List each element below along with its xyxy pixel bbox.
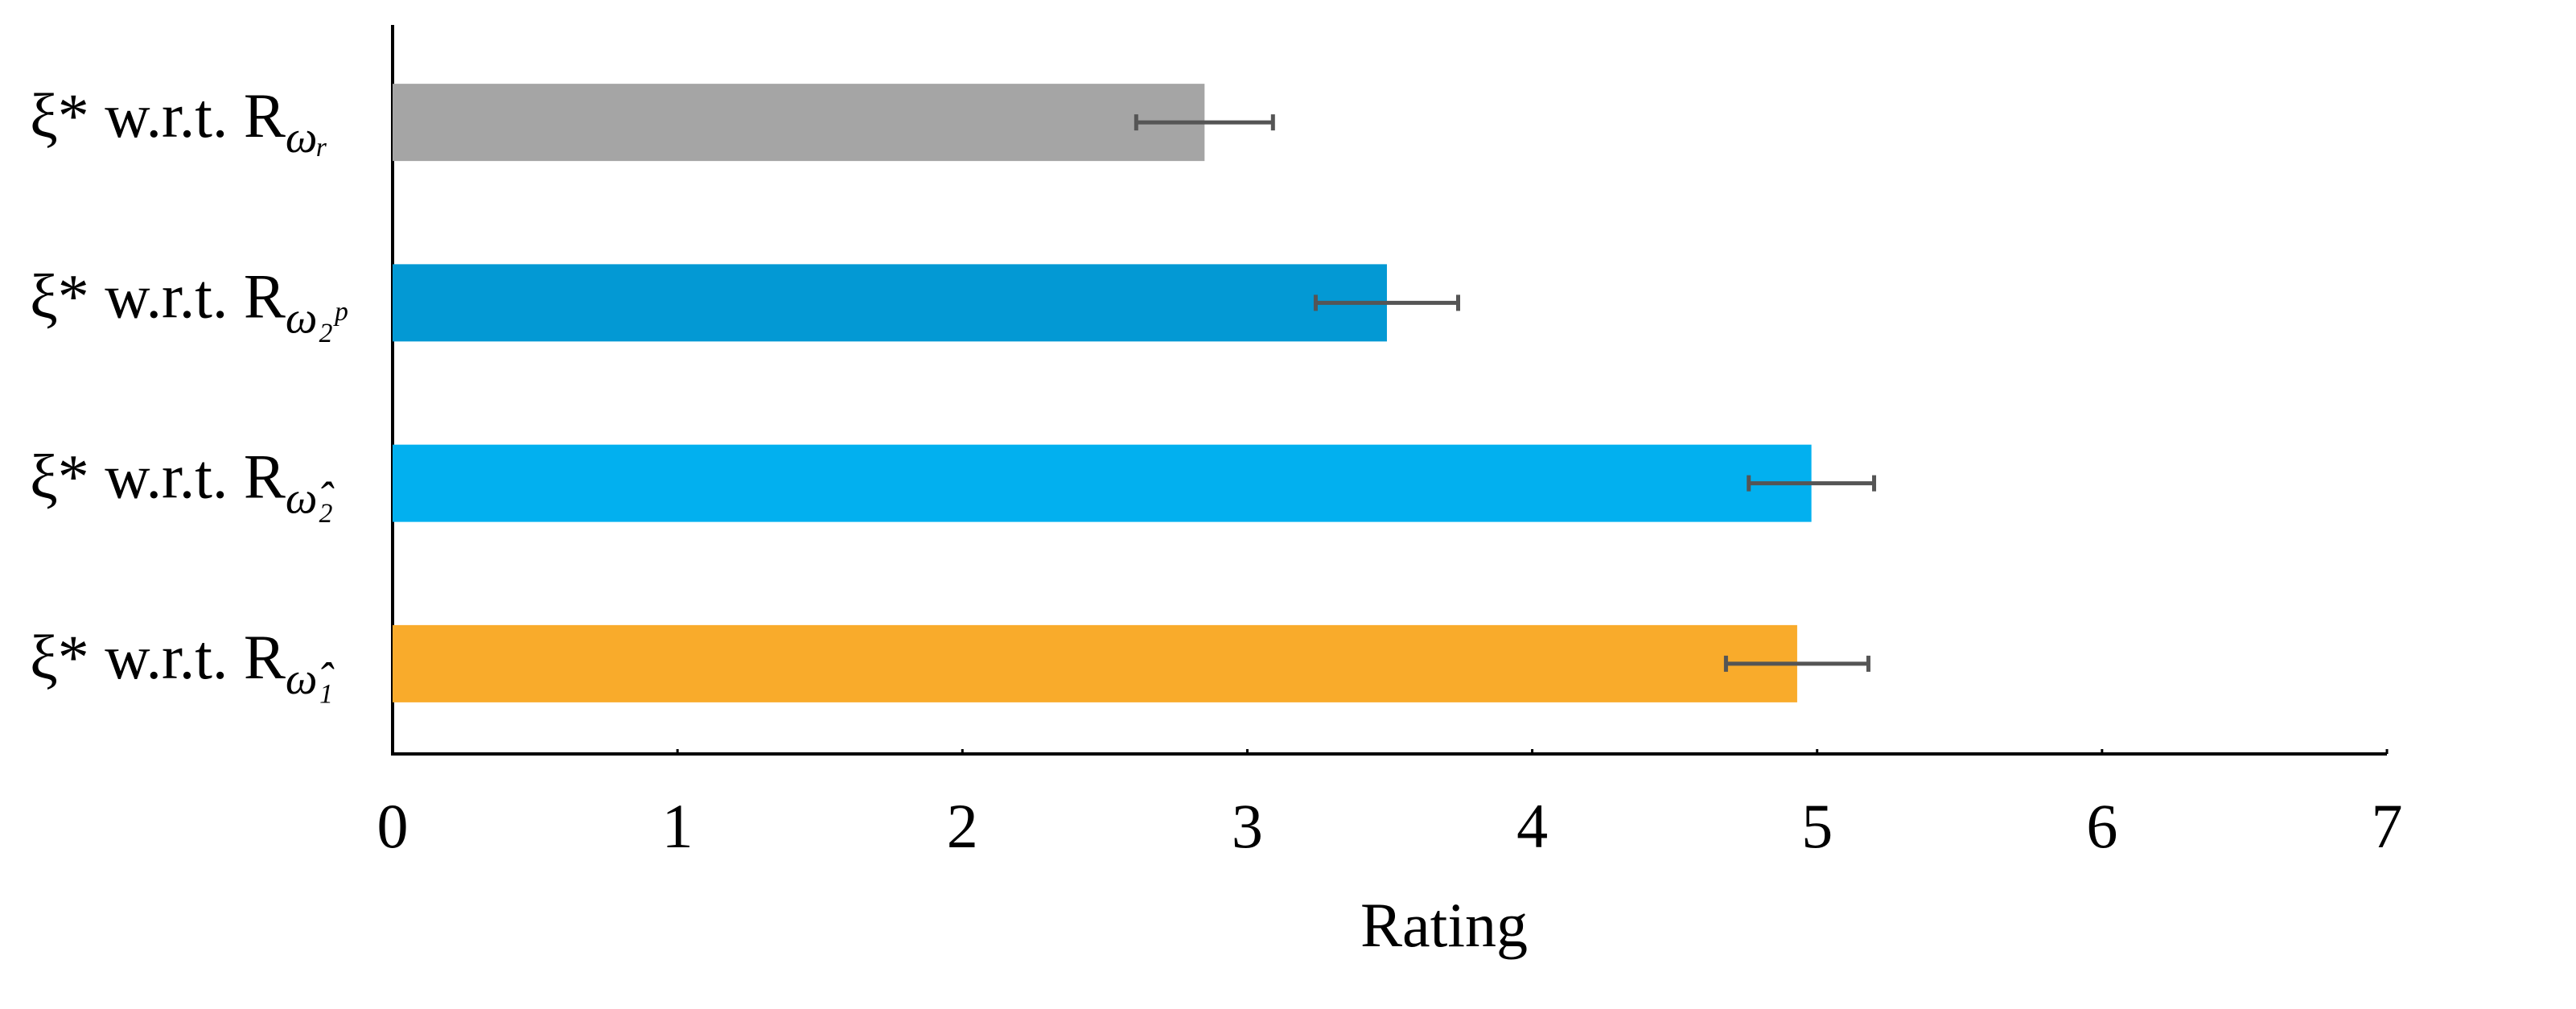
label-subscript: ω̂₁ <box>286 654 335 704</box>
x-tick-label: 6 <box>2086 791 2117 861</box>
y-tick-label: ξ* w.r.t. Rωᵣ <box>30 80 328 163</box>
y-tick-label: ξ* w.r.t. Rω₂ᵖ <box>30 261 348 343</box>
x-tick-label: 7 <box>2372 791 2403 861</box>
x-tick-label: 4 <box>1516 791 1548 861</box>
label-main: ξ* w.r.t. R <box>30 442 286 512</box>
bar <box>393 264 1387 342</box>
y-tick-label: ξ* w.r.t. Rω̂₁ <box>30 622 334 704</box>
bar <box>393 624 1797 702</box>
label-main: ξ* w.r.t. R <box>30 622 286 692</box>
bar <box>393 84 1205 162</box>
y-tick-label: ξ* w.r.t. Rω̂₂ <box>30 442 334 524</box>
x-axis-title: Rating <box>1360 890 1528 960</box>
bar <box>393 444 1812 522</box>
x-tick-label: 3 <box>1232 791 1263 861</box>
label-main: ξ* w.r.t. R <box>30 80 286 150</box>
label-subscript: ωᵣ <box>286 113 328 163</box>
label-subscript: ω₂ᵖ <box>286 293 348 343</box>
label-subscript: ω̂₂ <box>286 473 335 523</box>
error-bar <box>1313 294 1460 311</box>
x-tick-label: 2 <box>947 791 978 861</box>
x-tick-label: 0 <box>377 791 409 861</box>
error-bar <box>1134 114 1275 131</box>
x-tick-label: 5 <box>1801 791 1833 861</box>
label-main: ξ* w.r.t. R <box>30 261 286 331</box>
error-bar <box>1723 655 1870 672</box>
error-bar <box>1747 475 1877 492</box>
x-tick-label: 1 <box>662 791 693 861</box>
